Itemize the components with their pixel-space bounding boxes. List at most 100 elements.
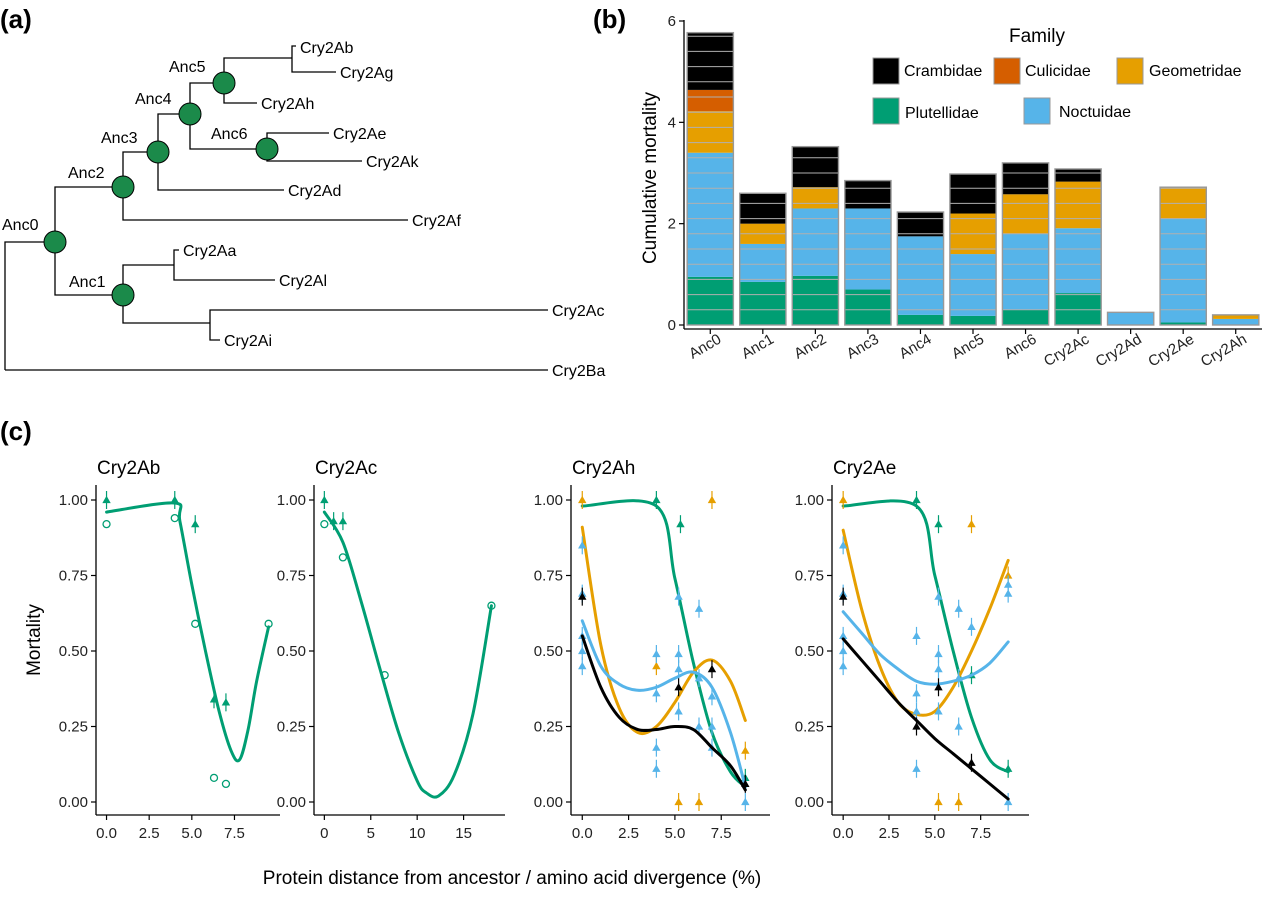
data-point: [487, 601, 496, 610]
data-point: [652, 689, 661, 697]
series-geometridae: [578, 491, 750, 811]
data-point: [209, 695, 219, 703]
node-label-anc1: Anc1: [69, 274, 106, 291]
series-plutellidae: [580, 491, 750, 789]
data-point: [102, 520, 111, 529]
data-point: [694, 722, 704, 730]
data-point: [912, 722, 921, 730]
data-point: [674, 683, 683, 691]
data-point: [707, 722, 717, 730]
data-point: [912, 689, 921, 697]
node-label-anc2: Anc2: [68, 165, 105, 182]
data-point: [934, 519, 943, 528]
bar-segment-crambidae: [792, 146, 839, 188]
data-point: [934, 707, 943, 715]
bar-segment-geometridae: [687, 111, 734, 153]
data-point: [707, 495, 717, 504]
bar-segment-noctuidae: [897, 236, 944, 315]
bar-outline: [1054, 168, 1102, 326]
data-point: [578, 592, 587, 600]
facet-y-tick-label: 0.50: [795, 643, 824, 660]
legend-swatch-noctuidae: [1023, 97, 1051, 125]
bar-outline: [1106, 311, 1155, 326]
tip-label-cry2af: Cry2Af: [412, 213, 461, 230]
fit-curve-plutellidae: [322, 510, 493, 799]
facet-y-tick-label: 0.50: [534, 643, 563, 660]
data-point: [674, 707, 683, 715]
data-point: [652, 661, 661, 670]
facet-title: Cry2Ah: [572, 458, 635, 479]
data-point: [912, 495, 921, 504]
tip-label-cry2ak: Cry2Ak: [366, 154, 419, 171]
facet-x-tick-label: 2.5: [618, 825, 639, 842]
data-point: [1003, 764, 1013, 772]
data-point: [338, 553, 348, 562]
bar-segment-noctuidae: [1160, 218, 1207, 323]
node-label-anc4: Anc4: [135, 91, 172, 108]
data-point: [578, 495, 587, 504]
fit-curve-crambidae: [580, 634, 747, 792]
panel-label-b: (b): [593, 4, 626, 34]
facet-y-tick-label: 0.50: [277, 643, 306, 660]
series-geometridae: [838, 491, 1013, 811]
bar-anc2: [791, 145, 840, 326]
bar-cry2ac: [1054, 168, 1102, 326]
fit-curve-geometridae: [841, 528, 1010, 717]
bar-x-ticks: Anc0 Anc1 Anc2 Anc3 Anc4 Anc5 Anc6 Cry2Ac Cry2Ad…: [686, 329, 1250, 370]
facet-x-tick-label: 5.0: [664, 825, 685, 842]
tip-label-cry2ae: Cry2Ae: [333, 126, 386, 143]
facet-y-tick-label: 1.00: [795, 492, 824, 509]
legend-label-crambidae: Crambidae: [904, 63, 982, 80]
data-point: [674, 664, 683, 673]
node-label-anc5: Anc5: [169, 59, 206, 76]
data-point: [967, 519, 976, 528]
data-point: [209, 773, 219, 782]
bar-y-tick-label: 2: [668, 216, 676, 233]
tip-label-cry2ab: Cry2Ab: [300, 40, 353, 57]
bar-outline: [1211, 314, 1260, 326]
data-point: [934, 664, 943, 673]
node-marker-anc5: [212, 71, 236, 95]
data-point: [652, 764, 661, 772]
legend-swatch-crambidae: [872, 57, 900, 85]
panel-label-c: (c): [0, 416, 32, 446]
tip-label-cry2ad: Cry2Ad: [288, 183, 341, 200]
bar-anc5: [949, 173, 997, 326]
data-point: [694, 604, 704, 612]
legend-label-culicidae: Culicidae: [1025, 63, 1091, 80]
facet-x-axis-label: Protein distance from ancestor / amino a…: [263, 868, 761, 889]
data-point: [674, 592, 683, 600]
data-point: [1003, 580, 1013, 588]
data-point: [694, 673, 704, 682]
legend-swatch-culicidae: [993, 57, 1021, 85]
data-point: [838, 541, 848, 549]
facet-y-tick-label: 0.75: [795, 568, 824, 585]
series-plutellidae: [102, 491, 273, 789]
bar-segment-plutellidae: [1160, 322, 1207, 325]
bar-outline: [844, 179, 892, 326]
bar-x-tick-label: Anc0: [686, 331, 724, 363]
bar-y-axis-label: Cumulative mortality: [640, 91, 661, 264]
data-point: [954, 673, 963, 682]
tip-label-cry2aa: Cry2Aa: [183, 243, 236, 260]
data-point: [838, 495, 848, 504]
facet-y-tick-label: 0.00: [59, 794, 88, 811]
bar-x-tick-label: Anc1: [739, 331, 777, 363]
series-plutellidae: [320, 491, 496, 799]
bar-x-tick-label: Cry2Ah: [1198, 331, 1250, 371]
bar-outline: [1159, 186, 1208, 326]
legend-swatch-plutellidae: [872, 97, 900, 125]
tip-label-cry2ac: Cry2Ac: [552, 303, 604, 320]
bar-segment-plutellidae: [1002, 309, 1049, 325]
bar-segment-plutellidae: [844, 289, 892, 325]
facet-x-tick-label: 7.5: [711, 825, 732, 842]
data-point: [838, 631, 848, 640]
facet-x-tick-label: 15: [455, 825, 472, 842]
node-marker-anc6: [255, 137, 279, 161]
node-label-anc0: Anc0: [2, 217, 39, 234]
bar-cry2ae: [1159, 186, 1208, 326]
data-point: [912, 631, 921, 640]
facet-x-tick-label: 0.0: [572, 825, 593, 842]
bar-anc4: [896, 211, 945, 326]
fit-curve-noctuidae: [580, 619, 747, 789]
